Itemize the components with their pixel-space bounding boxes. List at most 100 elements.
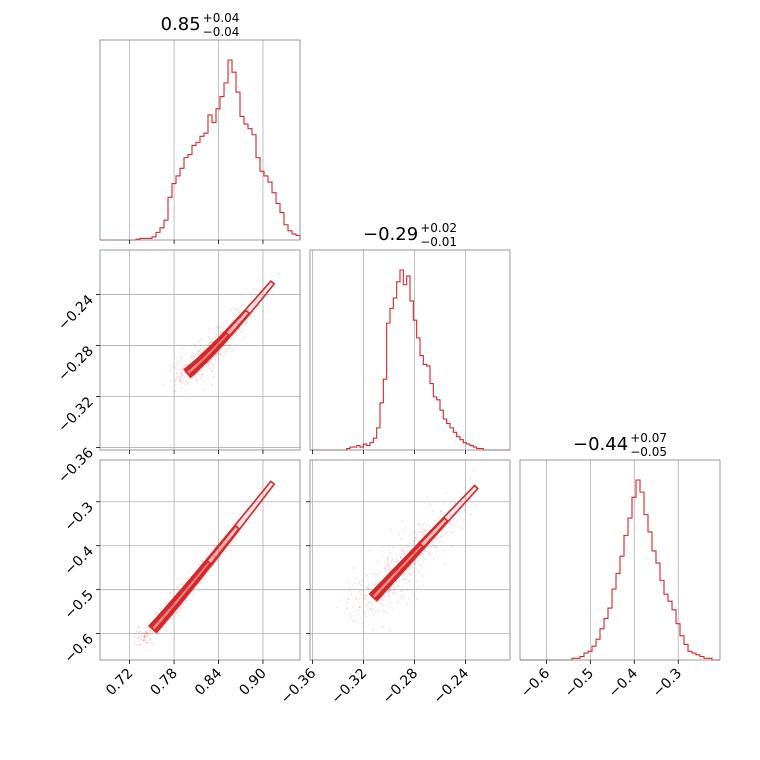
- param-err-plus-0: +0.04: [203, 11, 240, 25]
- y-tick-label: −0.24: [55, 292, 97, 334]
- sample-point: [405, 549, 408, 552]
- sample-point: [366, 605, 369, 608]
- sample-point: [238, 513, 241, 516]
- y-tick-label: −0.6: [61, 631, 96, 666]
- sample-point: [149, 637, 152, 640]
- sample-point: [400, 550, 403, 553]
- sample-point: [174, 379, 177, 382]
- sample-point: [374, 572, 377, 575]
- sample-point: [198, 573, 201, 576]
- histogram-bin: [437, 400, 440, 450]
- histogram-bin: [224, 83, 228, 240]
- sample-point: [362, 590, 365, 593]
- sample-point: [139, 638, 142, 641]
- sample-point: [210, 369, 213, 372]
- histogram-bin: [648, 532, 652, 660]
- sample-point: [395, 560, 398, 563]
- sample-point: [141, 631, 144, 634]
- sample-point: [138, 625, 141, 628]
- sample-point: [174, 601, 177, 604]
- sample-point: [403, 572, 406, 575]
- sample-point: [203, 577, 206, 580]
- sample-point: [228, 330, 231, 333]
- sample-point: [175, 356, 178, 359]
- sample-point: [407, 568, 410, 571]
- contour-level-3: [370, 543, 425, 600]
- sample-point: [175, 360, 178, 363]
- sample-point: [428, 553, 431, 556]
- sample-point: [386, 560, 389, 563]
- histogram-bin: [264, 176, 268, 240]
- sample-point: [181, 578, 184, 581]
- sample-point: [180, 371, 183, 374]
- histogram-bin: [620, 556, 624, 660]
- sample-point: [381, 609, 384, 612]
- sample-point: [200, 559, 203, 562]
- contour-panel-0-1: [100, 250, 300, 450]
- sample-point: [178, 359, 181, 362]
- sample-point: [365, 574, 368, 577]
- sample-point: [147, 620, 150, 623]
- sample-point: [200, 368, 203, 371]
- sample-point: [203, 388, 206, 391]
- sample-point: [397, 581, 400, 584]
- sample-point: [352, 610, 355, 613]
- sample-point: [219, 353, 222, 356]
- sample-point: [403, 552, 406, 555]
- sample-point: [421, 531, 424, 534]
- histogram-bin: [296, 235, 300, 240]
- sample-point: [186, 577, 189, 580]
- sample-point: [357, 609, 360, 612]
- sample-point: [184, 379, 187, 382]
- param-err-minus-0: −0.04: [203, 25, 240, 39]
- sample-point: [135, 630, 138, 633]
- sample-point: [180, 582, 183, 585]
- sample-point: [217, 550, 220, 553]
- sample-point: [406, 549, 409, 552]
- sample-point: [408, 572, 411, 575]
- sample-point: [412, 531, 415, 534]
- sample-point: [185, 598, 188, 601]
- y-tick-label: −0.5: [61, 587, 96, 622]
- sample-point: [177, 379, 180, 382]
- contour-level-3: [150, 560, 212, 632]
- sample-point: [204, 346, 207, 349]
- sample-point: [351, 605, 354, 608]
- sample-point: [214, 336, 217, 339]
- sample-point: [381, 555, 384, 558]
- sample-point: [172, 365, 175, 368]
- sample-point: [397, 602, 400, 605]
- sample-point: [406, 568, 409, 571]
- sample-point: [388, 589, 391, 592]
- sample-point: [148, 629, 151, 632]
- sample-point: [403, 572, 406, 575]
- sample-point: [432, 546, 435, 549]
- sample-point: [198, 352, 201, 355]
- sample-point: [238, 327, 241, 330]
- sample-point: [418, 523, 421, 526]
- sample-point: [146, 634, 149, 637]
- sample-point: [389, 552, 392, 555]
- histogram-bin: [467, 444, 470, 450]
- sample-point: [143, 635, 146, 638]
- sample-point: [149, 629, 152, 632]
- x-tick-label: 0.90: [236, 666, 269, 699]
- histogram-bin: [700, 657, 704, 660]
- histogram-bin: [450, 428, 453, 450]
- sample-point: [182, 367, 185, 370]
- sample-point: [151, 632, 154, 635]
- sample-point: [195, 378, 198, 381]
- sample-point: [278, 273, 281, 276]
- sample-point: [209, 342, 212, 345]
- sample-point: [219, 331, 222, 334]
- sample-point: [167, 610, 170, 613]
- sample-point: [383, 567, 386, 570]
- sample-point: [224, 353, 227, 356]
- sample-point: [358, 582, 361, 585]
- sample-point: [409, 534, 412, 537]
- sample-point: [219, 352, 222, 355]
- sample-point: [252, 287, 255, 290]
- sample-point: [391, 607, 394, 610]
- sample-point: [429, 503, 432, 506]
- sample-point: [133, 642, 136, 645]
